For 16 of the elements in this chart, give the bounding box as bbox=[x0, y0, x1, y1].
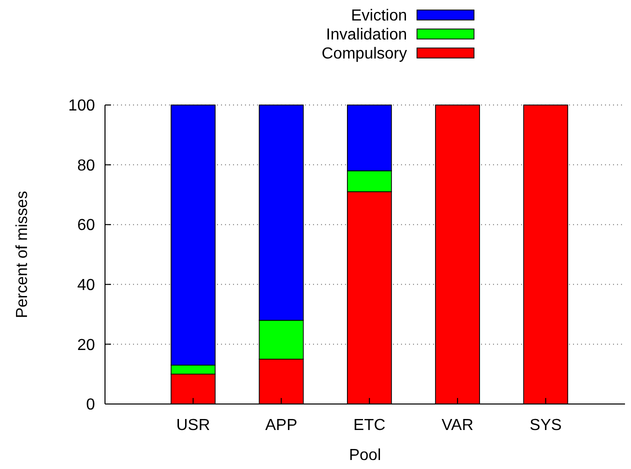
y-tick-label: 20 bbox=[77, 336, 96, 354]
x-tick-label: APP bbox=[265, 417, 298, 434]
legend-label: Eviction bbox=[350, 8, 407, 25]
x-tick-label: ETC bbox=[353, 417, 386, 434]
y-tick-label: 60 bbox=[77, 217, 96, 234]
y-axis-title: Percent of misses bbox=[14, 190, 31, 318]
legend-label: Compulsory bbox=[322, 46, 407, 63]
x-tick-label: USR bbox=[176, 417, 210, 434]
x-tick-label: VAR bbox=[442, 417, 474, 434]
y-tick-label: 40 bbox=[77, 277, 96, 294]
x-axis-title: Pool bbox=[348, 447, 382, 464]
y-tick-label: 100 bbox=[68, 98, 96, 115]
y-tick-label: 80 bbox=[77, 157, 96, 174]
legend-label: Invalidation bbox=[326, 26, 407, 44]
y-tick-label: 0 bbox=[86, 396, 96, 414]
x-tick-label: SYS bbox=[530, 417, 562, 434]
